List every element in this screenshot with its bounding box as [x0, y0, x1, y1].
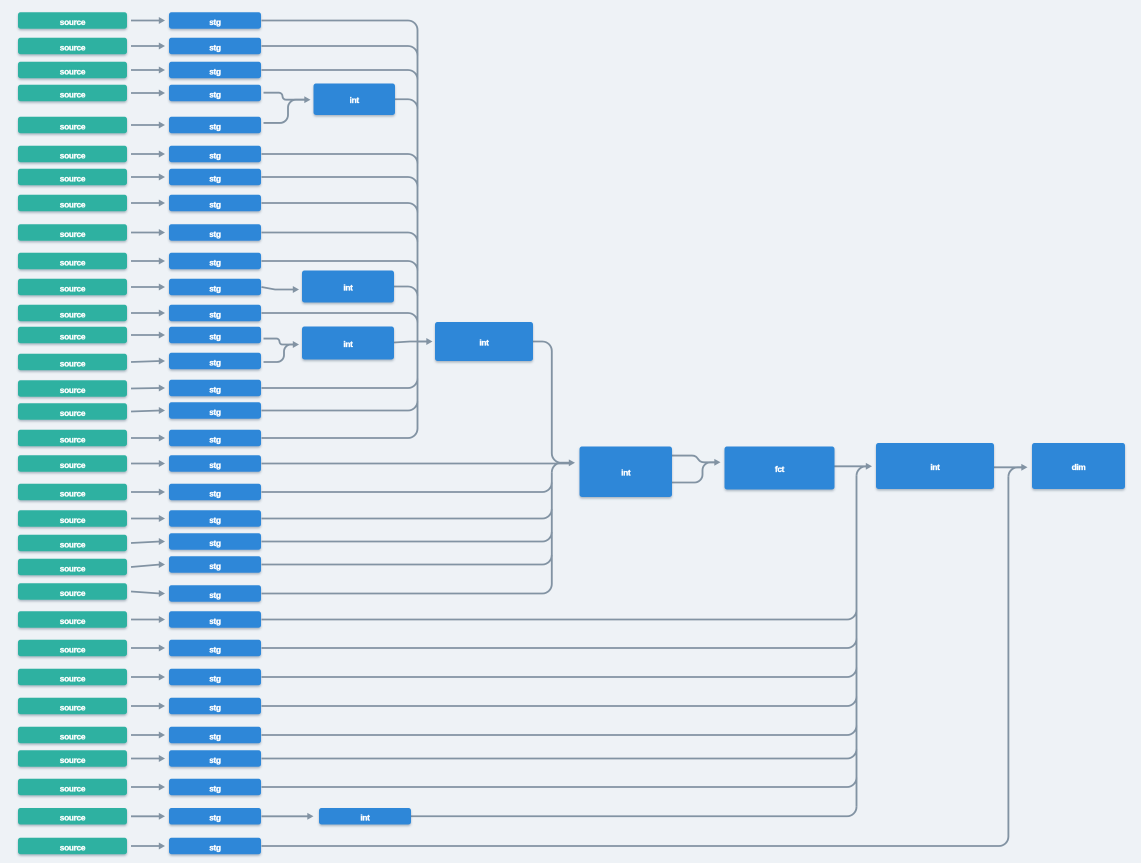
- svg-text:stg: stg: [209, 434, 221, 444]
- svg-text:stg: stg: [209, 783, 221, 793]
- svg-text:source: source: [60, 539, 86, 549]
- svg-text:stg: stg: [209, 731, 221, 741]
- svg-text:source: source: [60, 488, 86, 498]
- svg-text:stg: stg: [209, 407, 221, 417]
- svg-text:dim: dim: [1072, 462, 1086, 472]
- svg-text:stg: stg: [209, 42, 221, 52]
- svg-text:stg: stg: [209, 66, 221, 76]
- svg-text:source: source: [60, 434, 86, 444]
- svg-text:source: source: [60, 121, 86, 131]
- svg-text:stg: stg: [209, 121, 221, 131]
- svg-text:stg: stg: [209, 616, 221, 626]
- svg-text:source: source: [60, 563, 86, 573]
- svg-text:int: int: [350, 95, 360, 105]
- svg-text:int: int: [343, 339, 353, 349]
- svg-text:stg: stg: [209, 229, 221, 239]
- svg-text:stg: stg: [209, 384, 221, 394]
- svg-text:source: source: [60, 673, 86, 683]
- svg-text:stg: stg: [209, 173, 221, 183]
- svg-text:stg: stg: [209, 515, 221, 525]
- svg-text:source: source: [60, 385, 86, 395]
- svg-text:stg: stg: [209, 257, 221, 267]
- svg-text:stg: stg: [209, 331, 221, 341]
- svg-text:source: source: [60, 150, 86, 160]
- svg-text:stg: stg: [209, 150, 221, 160]
- svg-text:source: source: [60, 89, 86, 99]
- svg-text:source: source: [60, 199, 86, 209]
- svg-text:stg: stg: [209, 309, 221, 319]
- svg-text:stg: stg: [209, 538, 221, 548]
- svg-text:stg: stg: [209, 460, 221, 470]
- svg-text:source: source: [60, 408, 86, 418]
- svg-text:stg: stg: [209, 702, 221, 712]
- svg-text:stg: stg: [209, 89, 221, 99]
- svg-text:stg: stg: [209, 673, 221, 683]
- svg-text:stg: stg: [209, 17, 221, 27]
- svg-text:source: source: [60, 309, 86, 319]
- svg-text:stg: stg: [209, 488, 221, 498]
- svg-text:source: source: [60, 173, 86, 183]
- svg-text:source: source: [60, 783, 86, 793]
- svg-text:source: source: [60, 842, 86, 852]
- svg-text:fct: fct: [775, 464, 785, 474]
- svg-text:source: source: [60, 702, 86, 712]
- svg-text:source: source: [60, 331, 86, 341]
- svg-text:int: int: [360, 813, 370, 823]
- svg-text:source: source: [60, 257, 86, 267]
- svg-text:stg: stg: [209, 561, 221, 571]
- svg-text:source: source: [60, 616, 86, 626]
- svg-text:stg: stg: [209, 199, 221, 209]
- svg-text:stg: stg: [209, 283, 221, 293]
- svg-text:source: source: [60, 42, 86, 52]
- svg-text:source: source: [60, 813, 86, 823]
- svg-text:source: source: [60, 17, 86, 27]
- svg-text:int: int: [930, 462, 940, 472]
- svg-text:source: source: [60, 358, 86, 368]
- svg-text:source: source: [60, 460, 86, 470]
- svg-text:stg: stg: [209, 755, 221, 765]
- svg-text:source: source: [60, 588, 86, 598]
- svg-text:stg: stg: [209, 842, 221, 852]
- svg-text:source: source: [60, 229, 86, 239]
- svg-text:source: source: [60, 731, 86, 741]
- svg-text:source: source: [60, 66, 86, 76]
- svg-text:int: int: [621, 468, 631, 478]
- svg-text:stg: stg: [209, 813, 221, 823]
- svg-text:source: source: [60, 283, 86, 293]
- svg-text:stg: stg: [209, 644, 221, 654]
- svg-text:stg: stg: [209, 590, 221, 600]
- svg-text:source: source: [60, 515, 86, 525]
- svg-text:source: source: [60, 644, 86, 654]
- svg-text:stg: stg: [209, 357, 221, 367]
- svg-text:int: int: [479, 337, 489, 347]
- svg-text:int: int: [343, 282, 353, 292]
- svg-text:source: source: [60, 755, 86, 765]
